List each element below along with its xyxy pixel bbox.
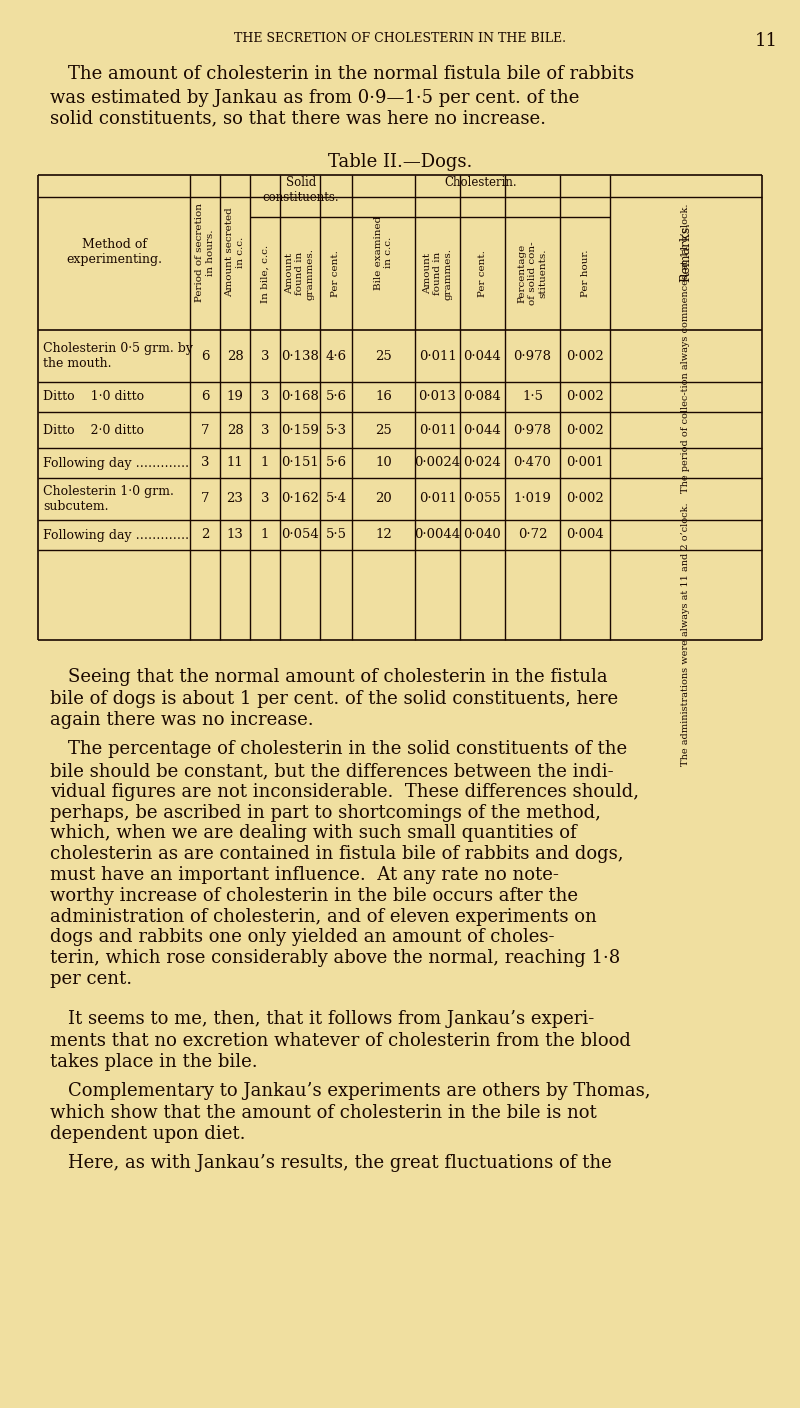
Text: 0·040: 0·040 bbox=[464, 528, 502, 542]
Text: 0·002: 0·002 bbox=[566, 390, 604, 404]
Text: 0·72: 0·72 bbox=[518, 528, 547, 542]
Text: ments that no excretion whatever of cholesterin from the blood
takes place in th: ments that no excretion whatever of chol… bbox=[50, 1032, 631, 1071]
Text: 1: 1 bbox=[261, 456, 269, 469]
Text: 13: 13 bbox=[226, 528, 243, 542]
Text: bile should be constant, but the differences between the indi-
vidual figures ar: bile should be constant, but the differe… bbox=[50, 762, 639, 988]
Text: 0·978: 0·978 bbox=[514, 349, 551, 362]
Text: 1: 1 bbox=[261, 528, 269, 542]
Text: 0·054: 0·054 bbox=[281, 528, 319, 542]
Text: 28: 28 bbox=[226, 349, 243, 362]
Text: bile of dogs is about 1 per cent. of the solid constituents, here
again there wa: bile of dogs is about 1 per cent. of the… bbox=[50, 690, 618, 729]
Text: 0·168: 0·168 bbox=[281, 390, 319, 404]
Text: 0·044: 0·044 bbox=[464, 349, 502, 362]
Text: 3: 3 bbox=[261, 424, 270, 436]
Text: 23: 23 bbox=[226, 493, 243, 505]
Text: Amount secreted
in c.c.: Amount secreted in c.c. bbox=[226, 207, 245, 297]
Text: 0·162: 0·162 bbox=[281, 493, 319, 505]
Text: 20: 20 bbox=[375, 493, 392, 505]
Text: Per cent.: Per cent. bbox=[478, 251, 487, 297]
Text: Cholesterin 0·5 grm. by
the mouth.: Cholesterin 0·5 grm. by the mouth. bbox=[43, 342, 193, 370]
Text: 1·5: 1·5 bbox=[522, 390, 543, 404]
Text: 0·159: 0·159 bbox=[281, 424, 319, 436]
Text: Method of
experimenting.: Method of experimenting. bbox=[66, 238, 162, 266]
Text: 25: 25 bbox=[375, 424, 392, 436]
Text: Per cent.: Per cent. bbox=[331, 251, 341, 297]
Text: 19: 19 bbox=[226, 390, 243, 404]
Text: Cholesterin 1·0 grm.
subcutem.: Cholesterin 1·0 grm. subcutem. bbox=[43, 484, 174, 513]
Text: Amount
found in
grammes.: Amount found in grammes. bbox=[285, 248, 315, 300]
Text: 0·044: 0·044 bbox=[464, 424, 502, 436]
Text: 7: 7 bbox=[201, 424, 210, 436]
Text: 5·6: 5·6 bbox=[326, 456, 346, 469]
Text: 5·5: 5·5 bbox=[326, 528, 346, 542]
Text: Amount
found in
grammes.: Amount found in grammes. bbox=[422, 248, 453, 300]
Text: 6: 6 bbox=[201, 349, 210, 362]
Text: 4·6: 4·6 bbox=[326, 349, 346, 362]
Text: Following day ………….: Following day …………. bbox=[43, 528, 189, 542]
Text: 0·013: 0·013 bbox=[418, 390, 457, 404]
Text: Complementary to Jankau’s experiments are others by Thomas,: Complementary to Jankau’s experiments ar… bbox=[68, 1081, 650, 1100]
Text: Ditto    2·0 ditto: Ditto 2·0 ditto bbox=[43, 424, 144, 436]
Text: 6: 6 bbox=[201, 390, 210, 404]
Text: 0·004: 0·004 bbox=[566, 528, 604, 542]
Text: The percentage of cholesterin in the solid constituents of the: The percentage of cholesterin in the sol… bbox=[68, 741, 627, 758]
Text: 0·011: 0·011 bbox=[418, 349, 456, 362]
Text: The administrations were always at 11 and 2 o’clock.   The period of collec-tion: The administrations were always at 11 an… bbox=[682, 204, 690, 766]
Text: Remarks.: Remarks. bbox=[679, 222, 693, 283]
Text: The amount of cholesterin in the normal fistula bile of rabbits: The amount of cholesterin in the normal … bbox=[68, 65, 634, 83]
Text: 5·3: 5·3 bbox=[326, 424, 346, 436]
Text: Ditto    1·0 ditto: Ditto 1·0 ditto bbox=[43, 390, 144, 404]
Text: Seeing that the normal amount of cholesterin in the fistula: Seeing that the normal amount of cholest… bbox=[68, 667, 608, 686]
Text: 0·002: 0·002 bbox=[566, 493, 604, 505]
Text: Per hour.: Per hour. bbox=[581, 249, 590, 297]
Text: Following day ………….: Following day …………. bbox=[43, 456, 189, 469]
Text: 0·978: 0·978 bbox=[514, 424, 551, 436]
Text: 0·151: 0·151 bbox=[281, 456, 319, 469]
Text: 0·001: 0·001 bbox=[566, 456, 604, 469]
Text: 0·002: 0·002 bbox=[566, 424, 604, 436]
Text: 0·002: 0·002 bbox=[566, 349, 604, 362]
Text: 10: 10 bbox=[375, 456, 392, 469]
Text: 0·470: 0·470 bbox=[514, 456, 551, 469]
Text: 28: 28 bbox=[226, 424, 243, 436]
Text: Table II.—Dogs.: Table II.—Dogs. bbox=[328, 153, 472, 170]
Text: 11: 11 bbox=[226, 456, 243, 469]
Text: 3: 3 bbox=[261, 349, 270, 362]
Text: 25: 25 bbox=[375, 349, 392, 362]
Text: 0·024: 0·024 bbox=[464, 456, 502, 469]
Text: 5·4: 5·4 bbox=[326, 493, 346, 505]
Text: 16: 16 bbox=[375, 390, 392, 404]
Text: 2: 2 bbox=[201, 528, 209, 542]
Text: 5·6: 5·6 bbox=[326, 390, 346, 404]
Text: Percentage
of solid con-
stituents.: Percentage of solid con- stituents. bbox=[518, 242, 547, 306]
Text: 0·055: 0·055 bbox=[464, 493, 502, 505]
Text: It seems to me, then, that it follows from Jankau’s experi-: It seems to me, then, that it follows fr… bbox=[68, 1010, 594, 1028]
Text: THE SECRETION OF CHOLESTERIN IN THE BILE.: THE SECRETION OF CHOLESTERIN IN THE BILE… bbox=[234, 32, 566, 45]
Text: Bile examined
in c.c.: Bile examined in c.c. bbox=[374, 215, 394, 290]
Text: 7: 7 bbox=[201, 493, 210, 505]
Text: 0·084: 0·084 bbox=[464, 390, 502, 404]
Text: Cholesterin.: Cholesterin. bbox=[445, 176, 518, 189]
Text: 0·011: 0·011 bbox=[418, 424, 456, 436]
Text: Period of secretion
in hours.: Period of secretion in hours. bbox=[195, 203, 214, 301]
Text: was estimated by Jankau as from 0·9—1·5 per cent. of the
solid constituents, so : was estimated by Jankau as from 0·9—1·5 … bbox=[50, 89, 579, 128]
Text: Solid
constituents.: Solid constituents. bbox=[262, 176, 339, 204]
Text: which show that the amount of cholesterin in the bile is not
dependent upon diet: which show that the amount of cholesteri… bbox=[50, 1104, 597, 1143]
Text: In bile, c.c.: In bile, c.c. bbox=[261, 245, 270, 303]
Text: 0·011: 0·011 bbox=[418, 493, 456, 505]
Text: Here, as with Jankau’s results, the great fluctuations of the: Here, as with Jankau’s results, the grea… bbox=[68, 1155, 612, 1171]
Text: 3: 3 bbox=[201, 456, 210, 469]
Text: 12: 12 bbox=[375, 528, 392, 542]
Text: 3: 3 bbox=[261, 390, 270, 404]
Text: 0·0044: 0·0044 bbox=[414, 528, 461, 542]
Text: 1·019: 1·019 bbox=[514, 493, 551, 505]
Text: 11: 11 bbox=[755, 32, 778, 51]
Text: 0·138: 0·138 bbox=[281, 349, 319, 362]
Text: 3: 3 bbox=[261, 493, 270, 505]
Text: 0·0024: 0·0024 bbox=[414, 456, 461, 469]
